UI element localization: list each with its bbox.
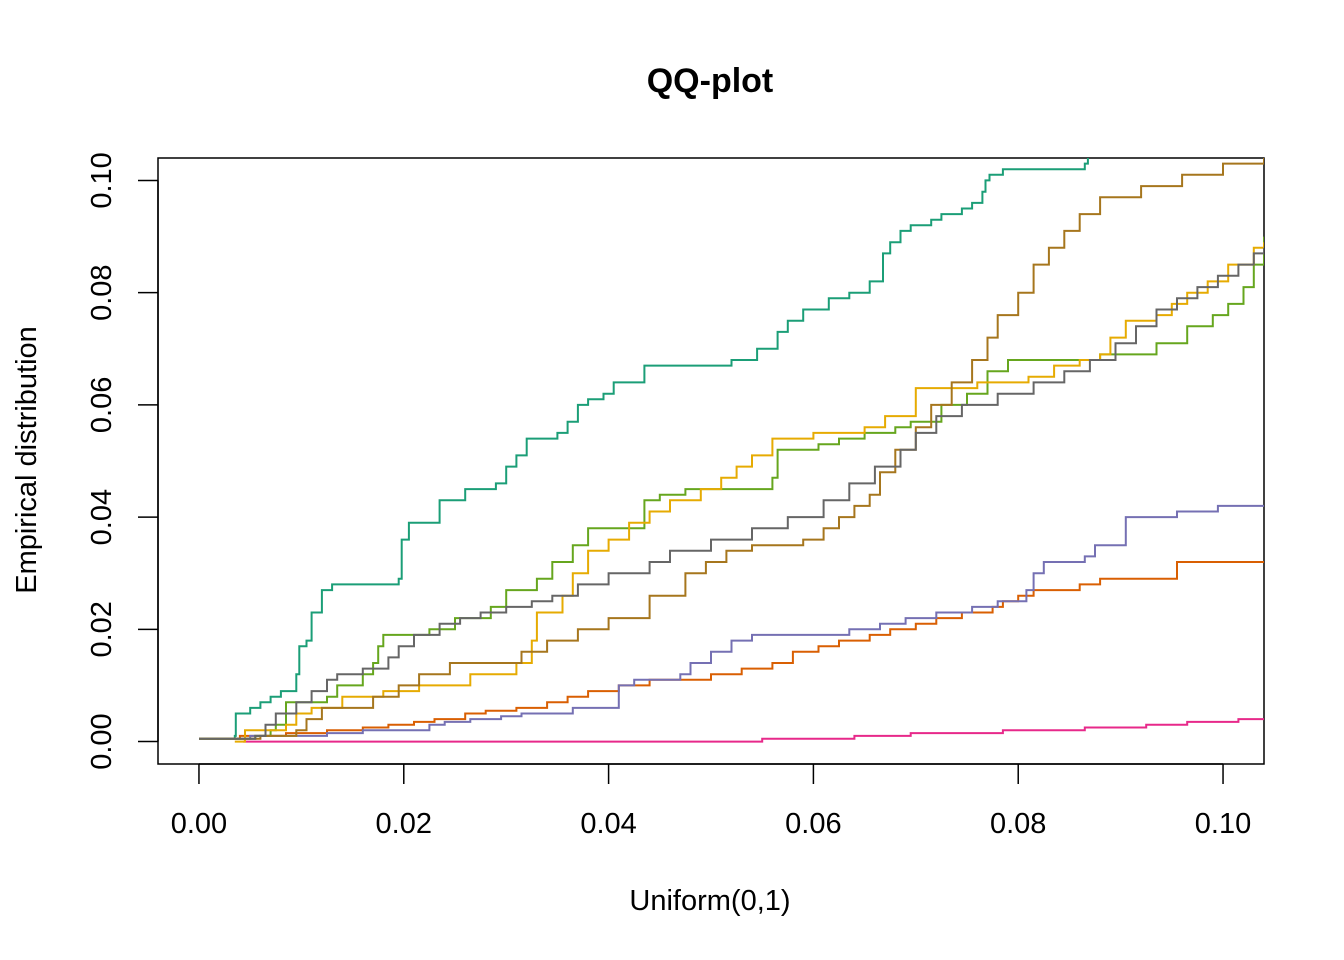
x-tick-label: 0.08: [990, 808, 1046, 840]
series-line-6: [234, 242, 1264, 743]
y-tick-label: 0.04: [86, 489, 118, 545]
x-axis-label: Uniform(0,1): [629, 885, 790, 917]
y-tick-label: 0.08: [86, 264, 118, 320]
chart-title: QQ-plot: [647, 62, 774, 100]
series-line-3: [199, 504, 1264, 740]
series-line-7: [199, 158, 1264, 740]
x-tick-label: 0.10: [1195, 808, 1251, 840]
x-tick-label: 0.04: [580, 808, 636, 840]
y-axis-label: Empirical distribution: [11, 326, 43, 594]
y-axis: 0.00 0.02 0.04 0.06 0.08 0.10: [86, 152, 159, 770]
series-line-1: [199, 158, 1089, 740]
series-line-4: [243, 718, 1264, 743]
y-tick-label: 0.00: [86, 713, 118, 769]
x-axis: 0.00 0.02 0.04 0.06 0.08 0.10: [171, 763, 1251, 840]
y-tick-label: 0.10: [86, 152, 118, 208]
series-line-5: [199, 236, 1264, 740]
plot-frame: [157, 157, 1265, 765]
series-layer: [199, 158, 1264, 743]
y-tick-label: 0.06: [86, 377, 118, 433]
series-line-8: [199, 247, 1264, 740]
x-tick-label: 0.02: [376, 808, 432, 840]
x-tick-label: 0.06: [785, 808, 841, 840]
x-tick-label: 0.00: [171, 808, 227, 840]
y-tick-label: 0.02: [86, 601, 118, 657]
